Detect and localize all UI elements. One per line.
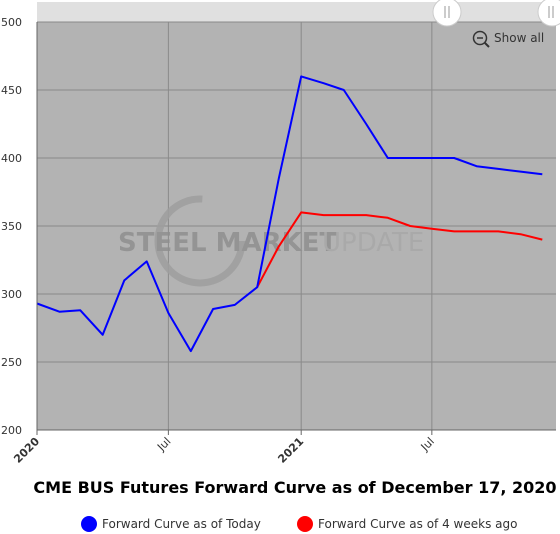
legend-item[interactable]: Forward Curve as of Today bbox=[81, 516, 261, 532]
legend-label: Forward Curve as of 4 weeks ago bbox=[318, 517, 517, 531]
watermark-bold-text: STEEL MARKET bbox=[118, 228, 338, 258]
show-all-button[interactable]: Show all bbox=[472, 30, 545, 48]
series-layer bbox=[36, 75, 543, 353]
y-tick-label: 200 bbox=[1, 424, 22, 437]
legend-label: Forward Curve as of Today bbox=[102, 517, 261, 531]
series-line[interactable] bbox=[36, 75, 543, 353]
y-tick-label: 350 bbox=[1, 220, 22, 233]
y-tick-label: 300 bbox=[1, 288, 22, 301]
x-tick-label: Jul bbox=[154, 435, 173, 454]
x-tick-label: Jul bbox=[418, 435, 437, 454]
chart-title: CME BUS Futures Forward Curve as of Dece… bbox=[33, 478, 556, 497]
y-tick-label: 250 bbox=[1, 356, 22, 369]
y-tick-label: 450 bbox=[1, 84, 22, 97]
legend-item[interactable]: Forward Curve as of 4 weeks ago bbox=[297, 516, 517, 532]
legend-marker bbox=[81, 516, 97, 532]
y-tick-label: 500 bbox=[1, 16, 22, 29]
watermark-logo-ring bbox=[154, 195, 246, 287]
watermark: STEEL MARKET UPDATE bbox=[118, 195, 424, 287]
x-tick-label: 2020 bbox=[11, 435, 42, 466]
series-line[interactable] bbox=[256, 211, 543, 288]
navigator-handle-left[interactable] bbox=[432, 0, 462, 27]
zoom-out-icon bbox=[472, 30, 490, 48]
show-all-label: Show all bbox=[494, 31, 544, 45]
y-tick-label: 400 bbox=[1, 152, 22, 165]
x-tick-label: 2021 bbox=[275, 435, 306, 466]
watermark-light-text: UPDATE bbox=[322, 228, 424, 258]
range-navigator[interactable] bbox=[37, 2, 560, 22]
y-axis: 200 250 300 350 400 450 500 bbox=[1, 16, 22, 437]
legend: Forward Curve as of Today Forward Curve a… bbox=[81, 516, 517, 532]
legend-marker bbox=[297, 516, 313, 532]
navigator-handle-right[interactable] bbox=[537, 0, 560, 27]
